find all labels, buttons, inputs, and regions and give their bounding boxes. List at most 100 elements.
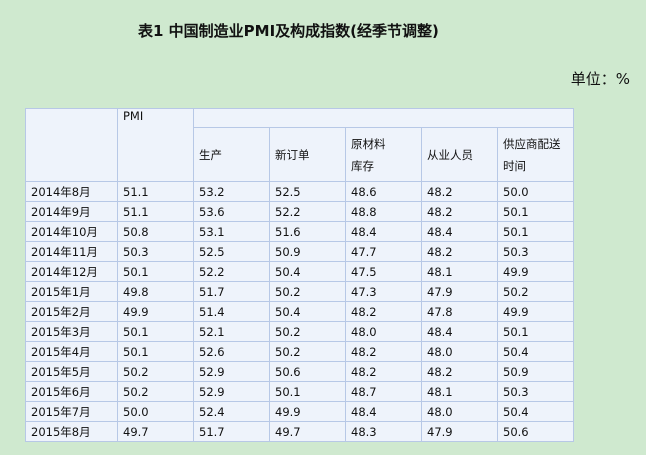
pmi-cell: 49.7: [117, 421, 194, 442]
new-orders-cell: 50.6: [269, 361, 346, 382]
pmi-cell: 50.8: [117, 221, 194, 242]
inventory-cell: 48.7: [345, 381, 422, 402]
employment-header: 从业人员: [421, 127, 498, 182]
employment-cell: 48.2: [421, 181, 498, 202]
page-title: 表1 中国制造业PMI及构成指数(经季节调整): [138, 22, 439, 40]
pmi-cell: 49.9: [117, 301, 194, 322]
new-orders-cell: 50.2: [269, 281, 346, 302]
table-row: 2014年10月 50.8 53.1 51.6 48.4 48.4 50.1: [25, 221, 575, 242]
new-orders-cell: 50.4: [269, 261, 346, 282]
new-orders-cell: 49.9: [269, 401, 346, 422]
new-orders-cell: 52.2: [269, 201, 346, 222]
table-row: 2015年3月 50.1 52.1 50.2 48.0 48.4 50.1: [25, 321, 575, 342]
inventory-cell: 48.2: [345, 341, 422, 362]
month-cell: 2014年12月: [25, 261, 118, 282]
month-cell: 2015年3月: [25, 321, 118, 342]
new-orders-cell: 50.4: [269, 301, 346, 322]
month-cell: 2015年4月: [25, 341, 118, 362]
month-cell: 2015年7月: [25, 401, 118, 422]
month-header-cell: [25, 108, 118, 182]
production-cell: 53.1: [193, 221, 270, 242]
employment-cell: 48.2: [421, 241, 498, 262]
pmi-table: PMI 生产 新订单 原材料 库存 从业人员 供应商配送 时间 2014年8月 51.1 53.…: [25, 108, 575, 442]
employment-cell: 48.0: [421, 401, 498, 422]
header-row-sub: 生产 新订单 原材料 库存 从业人员 供应商配送时间: [26, 127, 575, 182]
month-cell: 2015年8月: [25, 421, 118, 442]
delivery-cell: 49.9: [496, 261, 575, 282]
table-row: 2014年12月 50.1 52.2 50.4 47.5 48.1 49.9: [25, 261, 575, 282]
delivery-cell: 50.2: [496, 281, 575, 302]
delivery-cell: 50.1: [496, 221, 575, 242]
pmi-cell: 50.2: [117, 361, 194, 382]
employment-cell: 47.8: [421, 301, 498, 322]
inventory-cell: 48.8: [345, 201, 422, 222]
sub-index-group-header: [192, 108, 575, 128]
inventory-cell: 47.7: [345, 241, 422, 262]
production-cell: 52.6: [193, 341, 270, 362]
new-orders-cell: 50.2: [269, 341, 346, 362]
month-cell: 2014年10月: [25, 221, 118, 242]
delivery-cell: 50.3: [496, 241, 575, 262]
inventory-cell: 48.4: [345, 221, 422, 242]
employment-cell: 48.2: [421, 201, 498, 222]
inventory-cell: 48.2: [345, 361, 422, 382]
month-cell: 2015年2月: [25, 301, 118, 322]
inventory-cell: 48.0: [345, 321, 422, 342]
production-cell: 51.7: [193, 281, 270, 302]
table-row: 2015年7月 50.0 52.4 49.9 48.4 48.0 50.4: [25, 401, 575, 422]
delivery-cell: 50.6: [496, 421, 575, 442]
employment-cell: 48.1: [421, 261, 498, 282]
employment-cell: 47.9: [421, 281, 498, 302]
pmi-cell: 50.1: [117, 341, 194, 362]
table-row: 2015年1月 49.8 51.7 50.2 47.3 47.9 50.2: [25, 281, 575, 302]
production-cell: 51.7: [193, 421, 270, 442]
header-row-top: PMI: [25, 108, 575, 182]
inventory-cell: 48.6: [345, 181, 422, 202]
new-orders-cell: 52.5: [269, 181, 346, 202]
new-orders-cell: 51.6: [269, 221, 346, 242]
supplier-delivery-header-line: 时间: [503, 158, 526, 173]
month-cell: 2015年5月: [25, 361, 118, 382]
delivery-cell: 50.4: [496, 401, 575, 422]
pmi-cell: 50.1: [117, 261, 194, 282]
employment-cell: 48.1: [421, 381, 498, 402]
supplier-delivery-header-line: 供应商配送: [503, 136, 561, 151]
month-cell: 2015年1月: [25, 281, 118, 302]
pmi-header-cell: PMI: [117, 108, 194, 182]
month-cell: 2014年9月: [25, 201, 118, 222]
pmi-cell: 50.3: [117, 241, 194, 262]
supplier-delivery-header: 供应商配送 时间: [496, 127, 575, 182]
production-cell: 53.6: [193, 201, 270, 222]
production-cell: 51.4: [193, 301, 270, 322]
delivery-cell: 50.1: [496, 201, 575, 222]
employment-cell: 48.4: [421, 321, 498, 342]
employment-cell: 48.0: [421, 341, 498, 362]
employment-cell: 48.4: [421, 221, 498, 242]
table-row: 2014年9月 51.1 53.6 52.2 48.8 48.2 50.1: [25, 201, 575, 222]
month-cell: 2015年6月: [25, 381, 118, 402]
production-cell: 52.2: [193, 261, 270, 282]
delivery-cell: 50.1: [496, 321, 575, 342]
table-row: 2015年8月 49.7 51.7 49.7 48.3 47.9 50.6: [25, 421, 575, 442]
month-cell: 2014年11月: [25, 241, 118, 262]
pmi-cell: 51.1: [117, 201, 194, 222]
table-row: 2015年4月 50.1 52.6 50.2 48.2 48.0 50.4: [25, 341, 575, 362]
table-row: 2015年5月 50.2 52.9 50.6 48.2 48.2 50.9: [25, 361, 575, 382]
new-orders-header: 新订单: [269, 127, 346, 182]
production-cell: 52.9: [193, 381, 270, 402]
delivery-cell: 50.3: [496, 381, 575, 402]
production-cell: 52.4: [193, 401, 270, 422]
pmi-cell: 50.1: [117, 321, 194, 342]
production-cell: 52.1: [193, 321, 270, 342]
delivery-cell: 50.0: [496, 181, 575, 202]
inventory-cell: 47.5: [345, 261, 422, 282]
production-cell: 52.9: [193, 361, 270, 382]
production-header: 生产: [193, 127, 270, 182]
delivery-cell: 49.9: [496, 301, 575, 322]
inventory-cell: 47.3: [345, 281, 422, 302]
raw-material-inventory-header: 原材料 库存: [345, 127, 422, 182]
pmi-cell: 50.0: [117, 401, 194, 422]
production-cell: 52.5: [193, 241, 270, 262]
raw-material-inventory-header-line: 库存: [351, 158, 374, 173]
employment-cell: 47.9: [421, 421, 498, 442]
